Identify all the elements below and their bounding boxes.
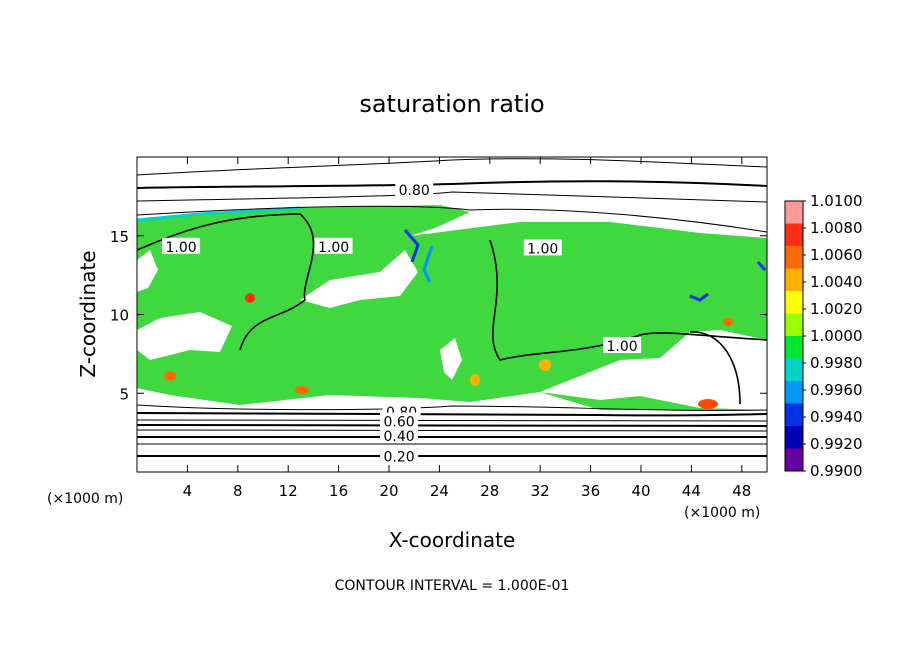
colorbar-swatch <box>785 223 803 247</box>
x-tick-label: 20 <box>379 482 398 500</box>
y-axis: 5 10 15 <box>110 228 767 403</box>
contour-label-bg <box>162 237 201 254</box>
colorbar-label: 1.0100 <box>810 192 863 210</box>
colorbar-swatch <box>785 246 803 269</box>
high-saturation-spot <box>698 399 718 409</box>
y-axis-label: Z-coordinate <box>76 250 100 377</box>
high-saturation-spot <box>245 293 255 303</box>
contour-label: 0.20 <box>383 449 414 465</box>
contour-line <box>137 180 767 189</box>
contour-line <box>137 412 767 417</box>
contour-label: 1.00 <box>318 240 349 256</box>
dry-patch <box>300 250 418 308</box>
contour-line <box>137 158 767 176</box>
chart-title: saturation ratio <box>359 90 544 118</box>
colorbar-swatch <box>785 336 803 359</box>
colorbar-label: 0.9920 <box>810 435 863 453</box>
y-tick-label: 10 <box>110 307 129 325</box>
x-tick-label: 44 <box>682 482 701 500</box>
saturation-field <box>137 205 767 410</box>
colorbar-swatch <box>785 426 803 449</box>
contour-line <box>137 213 315 351</box>
colorbar-label: 1.0020 <box>810 300 863 318</box>
x-tick-label: 8 <box>233 482 243 500</box>
subsaturated-edge <box>756 261 767 271</box>
colorbar-swatch <box>785 448 803 472</box>
x-tick-label: 40 <box>631 482 650 500</box>
x-unit-label: (×1000 m) <box>684 505 760 521</box>
contour-line <box>137 424 767 427</box>
x-axis: 4 8 12 16 20 24 28 32 36 40 44 48 <box>183 157 751 500</box>
contour-line <box>137 429 767 432</box>
colorbar-swatch <box>785 381 803 404</box>
colorbar: 1.0100 1.0080 1.0060 1.0040 1.0020 1.0000 0.99… <box>784 192 863 480</box>
colorbar-label: 1.0060 <box>810 246 863 264</box>
high-saturation-spot <box>470 374 480 386</box>
x-tick-label: 12 <box>279 482 298 500</box>
contour-label: 1.00 <box>607 339 638 355</box>
x-tick-label: 28 <box>480 482 499 500</box>
x-axis-label: X-coordinate <box>389 528 516 552</box>
colorbar-label: 1.0080 <box>810 219 863 237</box>
contour-label: 1.00 <box>527 241 558 257</box>
high-saturation-spot <box>295 386 309 394</box>
contour-line <box>137 191 767 203</box>
colorbar-label: 1.0040 <box>810 273 863 291</box>
contour-line <box>137 419 767 422</box>
contour-label-bg <box>380 412 419 429</box>
subsaturated-edge <box>403 229 420 263</box>
colorbar-swatch <box>785 313 803 337</box>
colorbar-label: 0.9960 <box>810 381 863 399</box>
y-tick-label: 15 <box>110 228 129 246</box>
colorbar-swatch <box>785 358 803 382</box>
x-tick-label: 24 <box>430 482 449 500</box>
contour-label-bg <box>380 426 419 443</box>
colorbar-swatch <box>785 201 803 224</box>
colorbar-swatch <box>785 268 803 292</box>
contour-line <box>689 331 741 405</box>
x-tick-label: 32 <box>531 482 550 500</box>
contour-labels: 0.800.800.600.400.201.001.001.001.00 <box>162 181 642 465</box>
contour-label-bg <box>395 181 434 198</box>
colorbar-swatch <box>785 291 803 314</box>
contour-label: 0.80 <box>399 183 430 199</box>
supersaturated-region <box>137 205 767 410</box>
x-tick-label: 16 <box>329 482 348 500</box>
subsaturated-edge <box>137 206 301 222</box>
x-tick-label: 48 <box>732 482 751 500</box>
contour-label: 0.60 <box>383 415 414 431</box>
contour-line <box>489 239 767 361</box>
contour-line <box>137 404 767 411</box>
contour-label-bg <box>523 239 562 256</box>
high-saturation-spot <box>723 318 733 326</box>
contour-label-bg <box>314 237 353 254</box>
contour-label: 1.00 <box>166 240 197 256</box>
colorbar-label: 0.9940 <box>810 408 863 426</box>
colorbar-swatch <box>785 403 803 427</box>
dry-patch <box>540 330 767 410</box>
colorbar-label: 1.0000 <box>810 327 863 345</box>
contour-lines <box>137 158 767 457</box>
dry-patch <box>137 312 232 360</box>
contour-label-bg <box>603 337 642 353</box>
subsaturated-edge <box>689 292 709 302</box>
x-tick-label: 4 <box>183 482 193 500</box>
high-saturation-spot <box>164 371 176 381</box>
high-saturation-spot <box>539 359 551 371</box>
subsaturated-edge <box>422 245 434 283</box>
contour-label-bg <box>380 447 419 464</box>
dry-patch <box>440 338 462 380</box>
x-tick-label: 36 <box>581 482 600 500</box>
contour-line <box>137 205 767 233</box>
y-tick-label: 5 <box>119 385 129 403</box>
colorbar-label: 0.9900 <box>810 462 863 480</box>
z-unit-label: (×1000 m) <box>47 491 123 507</box>
contour-label: 0.40 <box>383 429 414 445</box>
contour-interval-note: CONTOUR INTERVAL = 1.000E-01 <box>335 578 570 594</box>
colorbar-label: 0.9980 <box>810 354 863 372</box>
dry-patch <box>137 250 158 292</box>
